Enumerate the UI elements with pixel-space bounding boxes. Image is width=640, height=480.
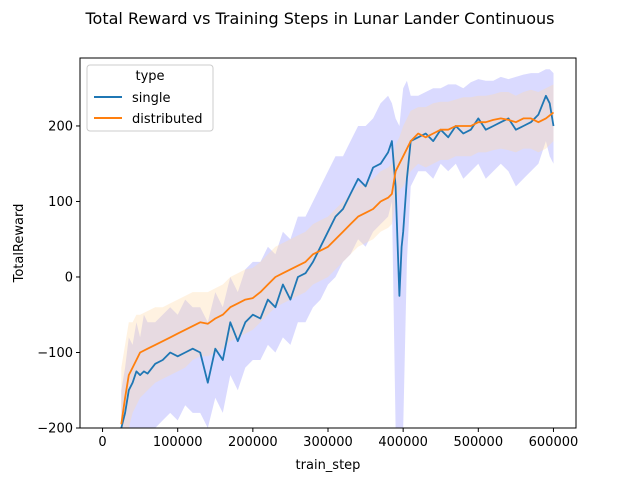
y-axis-label: TotalReward bbox=[12, 204, 27, 284]
line-single bbox=[120, 94, 555, 428]
legend-box bbox=[86, 64, 214, 132]
confidence-bands bbox=[121, 69, 554, 428]
legend-label-distributed: distributed bbox=[132, 112, 203, 127]
x-tick-label: 200000 bbox=[228, 435, 278, 450]
x-tick-label: 500000 bbox=[453, 435, 503, 450]
line-distributed bbox=[120, 111, 555, 425]
band-single bbox=[121, 69, 554, 428]
x-tick-label: 600000 bbox=[529, 435, 579, 450]
chart-title: Total Reward vs Training Steps in Lunar … bbox=[84, 9, 554, 28]
x-axis-ticks: 0 100000 200000 300000 400000 500000 600000 bbox=[98, 428, 578, 450]
y-tick-label: 200 bbox=[48, 119, 73, 134]
x-tick-label: 100000 bbox=[153, 435, 203, 450]
y-axis-ticks: −200 −100 0 100 200 bbox=[37, 119, 80, 437]
x-tick-label: 300000 bbox=[303, 435, 353, 450]
y-tick-label: 100 bbox=[48, 195, 73, 210]
legend: type single distributed bbox=[86, 64, 214, 132]
y-tick-label: −100 bbox=[37, 346, 73, 361]
legend-label-single: single bbox=[132, 91, 171, 106]
series-lines bbox=[120, 94, 555, 428]
x-axis-label: train_step bbox=[296, 458, 361, 473]
band-distributed bbox=[121, 84, 554, 428]
x-tick-label: 0 bbox=[98, 435, 106, 450]
x-tick-label: 400000 bbox=[378, 435, 428, 450]
y-tick-label: −200 bbox=[37, 422, 73, 437]
legend-title: type bbox=[135, 69, 164, 84]
y-tick-label: 0 bbox=[65, 270, 73, 285]
